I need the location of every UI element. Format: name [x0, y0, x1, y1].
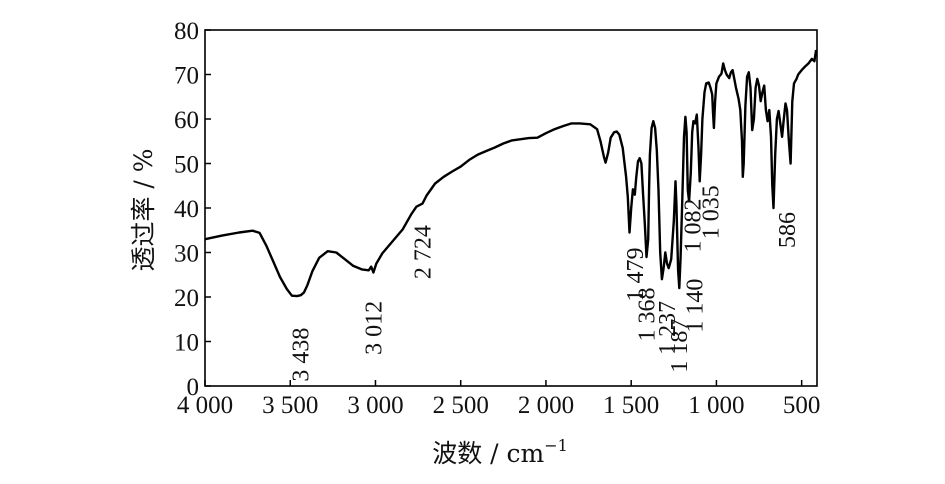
x-tick-label: 2 500: [433, 392, 489, 419]
x-axis-label-superscript: −1: [544, 436, 568, 455]
y-tick-label: 30: [174, 241, 199, 268]
y-tick-label: 40: [174, 196, 199, 223]
x-tick-labels: 4 000 3 500 3 000 2 500 2 000 1 500 1 000 500: [177, 392, 821, 419]
y-tick-labels: 0 10 20 30 40 50 60 70 80: [174, 18, 199, 401]
y-tick-label: 10: [174, 330, 199, 357]
peak-label: 2 724: [411, 225, 437, 279]
peak-label: 1 368: [635, 287, 661, 341]
y-tick-label: 60: [174, 107, 199, 134]
y-tick-label: 70: [174, 63, 199, 90]
peak-label: 1 140: [682, 279, 708, 333]
peak-label: 1 035: [698, 185, 724, 239]
x-tick-label: 1 000: [688, 392, 744, 419]
peak-label: 3 012: [361, 301, 387, 355]
peak-label: 1 237: [655, 301, 681, 355]
x-tick-label: 2 000: [518, 392, 574, 419]
y-tick-label: 80: [174, 18, 199, 45]
peak-label: 1 082: [681, 199, 707, 253]
x-tick-label: 3 500: [262, 392, 318, 419]
peak-label: 586: [775, 212, 801, 248]
x-tick-label: 500: [783, 392, 821, 419]
y-tick-label: 20: [174, 285, 199, 312]
y-axis-label: 透过率 / %: [129, 148, 158, 271]
peak-label: 1 479: [623, 247, 649, 301]
peak-label: 3 438: [289, 328, 315, 382]
x-tick-label: 4 000: [177, 392, 233, 419]
x-tick-label: 3 000: [347, 392, 403, 419]
axis-ticks: [204, 29, 803, 387]
peak-label: 1 187: [667, 319, 693, 373]
y-tick-label: 50: [174, 152, 199, 179]
spectrum-line: [204, 49, 818, 298]
y-tick-label: 0: [187, 374, 200, 401]
x-axis-label: 波数 / cm−1: [432, 436, 568, 468]
x-tick-label: 1 500: [603, 392, 659, 419]
